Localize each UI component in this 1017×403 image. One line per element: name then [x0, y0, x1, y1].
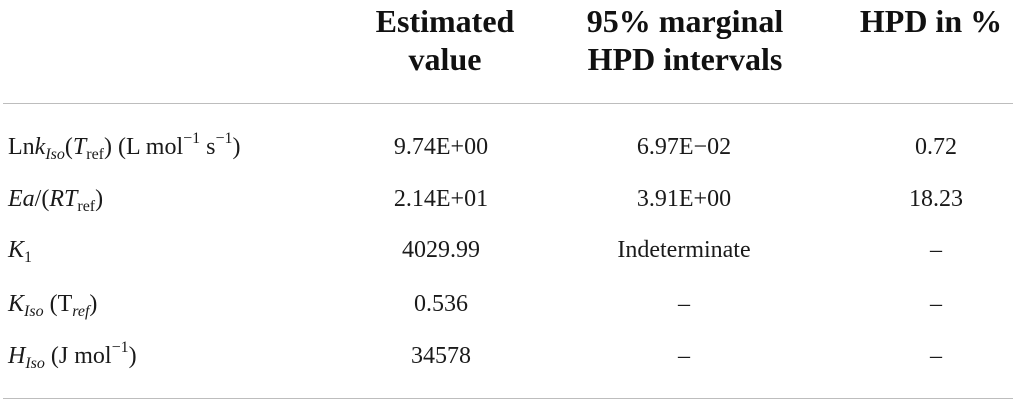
hpd-interval-cell: 6.97E−02 — [636, 134, 732, 160]
table-bottom-rule — [3, 398, 1013, 399]
hpd-percent-cell: – — [930, 291, 942, 317]
row-label: Ea/(RTref) — [8, 186, 104, 215]
table-row: LnkIso(Tref) (L mol−1 s−1) 9.74E+00 6.97… — [0, 127, 1017, 167]
hpd-percent-cell: 18.23 — [909, 186, 963, 212]
table-row: HIso (J mol−1) 34578 – – — [0, 336, 1017, 376]
header-text: HPD in % — [859, 3, 1003, 39]
hpd-interval-cell: Indeterminate — [617, 237, 751, 263]
header-text: Estimated — [375, 3, 515, 39]
estimated-value-cell: 9.74E+00 — [393, 134, 489, 160]
table-row: K1 4029.99 Indeterminate – — [0, 230, 1017, 270]
estimated-value-cell: 2.14E+01 — [393, 186, 489, 212]
row-label: HIso (J mol−1) — [8, 339, 137, 372]
row-label: KIso (Tref) — [8, 291, 98, 320]
column-header-hpd-percent: HPD in % — [845, 2, 1017, 40]
table-row: KIso (Tref) 0.536 – – — [0, 284, 1017, 324]
header-text: HPD intervals — [587, 41, 783, 77]
hpd-interval-cell: – — [678, 291, 690, 317]
header-divider — [3, 103, 1013, 104]
hpd-interval-cell: – — [678, 343, 690, 369]
row-label: K1 — [8, 237, 33, 266]
header-text: 95% marginal — [586, 3, 784, 39]
row-label: LnkIso(Tref) (L mol−1 s−1) — [8, 130, 241, 163]
column-header-estimated-value: Estimated value — [355, 2, 535, 78]
table-row: Ea/(RTref) 2.14E+01 3.91E+00 18.23 — [0, 179, 1017, 219]
estimated-value-cell: 0.536 — [414, 291, 468, 317]
hpd-interval-cell: 3.91E+00 — [636, 186, 732, 212]
hpd-percent-cell: 0.72 — [915, 134, 957, 160]
estimated-value-cell: 4029.99 — [402, 237, 480, 263]
hpd-percent-cell: – — [930, 343, 942, 369]
estimated-value-cell: 34578 — [411, 343, 471, 369]
hpd-percent-cell: – — [930, 237, 942, 263]
column-header-hpd-intervals: 95% marginal HPD intervals — [560, 2, 810, 78]
header-text: value — [408, 41, 482, 77]
